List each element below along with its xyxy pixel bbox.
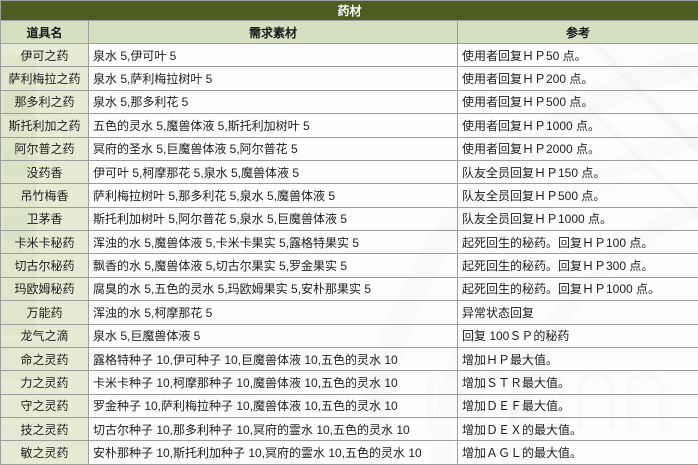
- reference-cell: 起死回生的秘药。回复ＨＰ100 点。: [456, 229, 698, 255]
- reference-cell: 回复 100ＳＰ的秘药: [456, 323, 698, 348]
- table-row: 技之灵药 切古尔种子 10,那多利种子 10,冥府的霊水 10,五色的灵水 10 增…: [0, 416, 698, 442]
- item-name-cell: 守之灵药: [0, 393, 89, 419]
- reference-cell: 队友全员回复ＨＰ1000 点。: [456, 206, 698, 232]
- item-name-cell: 龙气之滴: [0, 323, 89, 348]
- reference-cell: 起死回生的秘药。回复ＨＰ300 点。: [456, 253, 698, 278]
- column-header-reference: 参考: [456, 20, 698, 44]
- table-row: 力之灵药 卡米卡种子 10,柯摩那种子 10,魔兽体液 10,五色的灵水 10 增加…: [0, 370, 698, 395]
- reference-cell: 异常状态回复: [456, 300, 698, 325]
- item-name-cell: 斯托利加之药: [0, 113, 89, 138]
- table-row: 萨利梅拉之药 泉水 5,萨利梅拉树叶 5 使用者回复ＨＰ200 点。: [0, 66, 698, 91]
- item-name-cell: 卡米卡秘药: [0, 229, 89, 255]
- materials-cell: 露格特种子 10,伊可种子 10,巨魔兽体液 10,五色的灵水 10: [88, 346, 458, 372]
- item-name-cell: 技之灵药: [0, 416, 89, 442]
- materials-cell: 腐臭的水 5,五色的灵水 5,玛欧姆果实 5,安朴那果实 5: [88, 276, 458, 302]
- item-name-cell: 萨利梅拉之药: [0, 66, 89, 91]
- table-row: 卡米卡秘药 浑浊的水 5,魔兽体液 5,卡米卡果实 5,露格特果实 5 起死回生的秘…: [0, 229, 698, 255]
- item-name-cell: 玛欧姆秘药: [0, 276, 89, 302]
- column-header-materials: 需求素材: [88, 20, 458, 44]
- reference-cell: 队友全员回复ＨＰ150 点。: [456, 159, 698, 185]
- materials-cell: 斯托利加树叶 5,阿尔普花 5,泉水 5,巨魔兽体液 5: [88, 206, 458, 232]
- item-name-cell: 敏之灵药: [0, 440, 89, 465]
- table-body: 伊可之药 泉水 5,伊可叶 5 使用者回复ＨＰ50 点。 萨利梅拉之药 泉水 5,萨利梅…: [0, 42, 698, 465]
- reference-cell: 使用者回复ＨＰ500 点。: [456, 89, 698, 115]
- materials-cell: 卡米卡种子 10,柯摩那种子 10,魔兽体液 10,五色的灵水 10: [88, 370, 458, 395]
- materials-cell: 冥府的圣水 5,巨魔兽体液 5,阿尔普花 5: [88, 136, 458, 161]
- table-row: 切古尔秘药 飘香的水 5,魔兽体液 5,切古尔果实 5,罗金果实 5 起死回生的秘药…: [0, 253, 698, 278]
- reference-cell: 使用者回复ＨＰ2000 点。: [456, 136, 698, 161]
- table-row: 敏之灵药 安朴那种子 10,斯托利加种子 10,冥府的霊水 10,五色的灵水 10…: [0, 440, 698, 465]
- materials-cell: 泉水 5,伊可叶 5: [88, 42, 458, 68]
- table-row: 吊竹梅香 萨利梅拉树叶 5,那多利花 5,泉水 5,魔兽体液 5 队友全员回复ＨＰ5…: [0, 183, 698, 208]
- reference-cell: 增加ＨＰ最大值。: [456, 346, 698, 372]
- item-name-cell: 卫茅香: [0, 206, 89, 232]
- table-row: 斯托利加之药 五色的灵水 5,魔兽体液 5,斯托利加树叶 5 使用者回复ＨＰ1000…: [0, 113, 698, 138]
- materials-cell: 泉水 5,萨利梅拉树叶 5: [88, 66, 458, 91]
- column-header-row: 道具名 需求素材 参考: [0, 20, 698, 44]
- materials-cell: 泉水 5,巨魔兽体液 5: [88, 323, 458, 348]
- reference-cell: 起死回生的秘药。回复ＨＰ1000 点。: [456, 276, 698, 302]
- materials-cell: 浑浊的水 5,柯摩那花 5: [88, 300, 458, 325]
- materials-cell: 罗金种子 10,萨利梅拉种子 10,魔兽体液 10,五色的灵水 10: [88, 393, 458, 419]
- materials-cell: 切古尔种子 10,那多利种子 10,冥府的霊水 10,五色的灵水 10: [88, 416, 458, 442]
- reference-cell: 使用者回复ＨＰ50 点。: [456, 42, 698, 68]
- item-name-cell: 命之灵药: [0, 346, 89, 372]
- materials-cell: 泉水 5,那多利花 5: [88, 89, 458, 115]
- item-name-cell: 没药香: [0, 159, 89, 185]
- table-title-row: 药材: [0, 0, 698, 21]
- materials-cell: 萨利梅拉树叶 5,那多利花 5,泉水 5,魔兽体液 5: [88, 183, 458, 208]
- materials-cell: 浑浊的水 5,魔兽体液 5,卡米卡果实 5,露格特果实 5: [88, 229, 458, 255]
- table-row: 万能药 浑浊的水 5,柯摩那花 5 异常状态回复: [0, 300, 698, 325]
- table-row: 守之灵药 罗金种子 10,萨利梅拉种子 10,魔兽体液 10,五色的灵水 10 增加…: [0, 393, 698, 419]
- table-row: 阿尔普之药 冥府的圣水 5,巨魔兽体液 5,阿尔普花 5 使用者回复ＨＰ2000 点…: [0, 136, 698, 161]
- reference-cell: 增加ＡＧＬ的最大值。: [456, 440, 698, 465]
- reference-cell: 增加ＤＥＦ最大值。: [456, 393, 698, 419]
- reference-cell: 队友全员回复ＨＰ500 点。: [456, 183, 698, 208]
- table-title: 药材: [0, 0, 698, 21]
- item-name-cell: 切古尔秘药: [0, 253, 89, 278]
- reference-cell: 使用者回复ＨＰ200 点。: [456, 66, 698, 91]
- column-header-item-name: 道具名: [0, 20, 89, 44]
- reference-cell: 增加ＤＥＸ的最大值。: [456, 416, 698, 442]
- table-row: 没药香 伊可叶 5,柯摩那花 5,泉水 5,魔兽体液 5 队友全员回复ＨＰ150 点…: [0, 159, 698, 185]
- item-name-cell: 力之灵药: [0, 370, 89, 395]
- item-name-cell: 那多利之药: [0, 89, 89, 115]
- table-row: 玛欧姆秘药 腐臭的水 5,五色的灵水 5,玛欧姆果实 5,安朴那果实 5 起死回生的…: [0, 276, 698, 302]
- table-row: 龙气之滴 泉水 5,巨魔兽体液 5 回复 100ＳＰ的秘药: [0, 323, 698, 348]
- table-row: 卫茅香 斯托利加树叶 5,阿尔普花 5,泉水 5,巨魔兽体液 5 队友全员回复ＨＰ1…: [0, 206, 698, 232]
- item-name-cell: 阿尔普之药: [0, 136, 89, 161]
- materials-cell: 五色的灵水 5,魔兽体液 5,斯托利加树叶 5: [88, 113, 458, 138]
- materials-cell: 飘香的水 5,魔兽体液 5,切古尔果实 5,罗金果实 5: [88, 253, 458, 278]
- item-name-cell: 吊竹梅香: [0, 183, 89, 208]
- table-row: 伊可之药 泉水 5,伊可叶 5 使用者回复ＨＰ50 点。: [0, 42, 698, 68]
- table-row: 那多利之药 泉水 5,那多利花 5 使用者回复ＨＰ500 点。: [0, 89, 698, 115]
- item-name-cell: 伊可之药: [0, 42, 89, 68]
- item-name-cell: 万能药: [0, 300, 89, 325]
- reference-cell: 使用者回复ＨＰ1000 点。: [456, 113, 698, 138]
- table-row: 命之灵药 露格特种子 10,伊可种子 10,巨魔兽体液 10,五色的灵水 10 增加…: [0, 346, 698, 372]
- materials-cell: 伊可叶 5,柯摩那花 5,泉水 5,魔兽体液 5: [88, 159, 458, 185]
- reference-cell: 增加ＳＴＲ最大值。: [456, 370, 698, 395]
- materials-cell: 安朴那种子 10,斯托利加种子 10,冥府的霊水 10,五色的灵水 10: [88, 440, 458, 465]
